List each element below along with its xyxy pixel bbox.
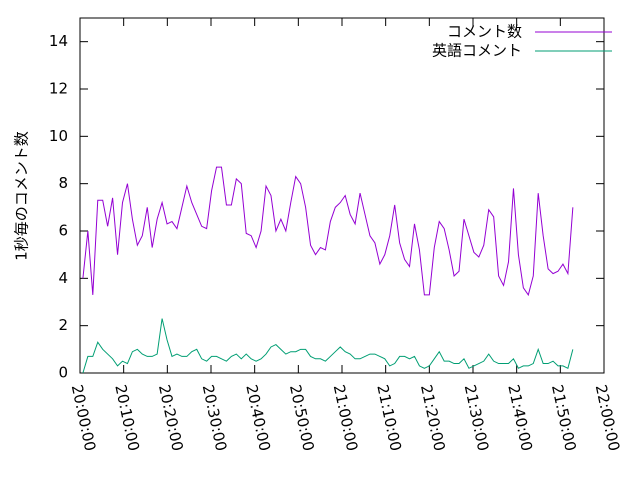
series-line xyxy=(82,318,574,374)
x-tick-label: 21:00:00 xyxy=(330,383,362,453)
x-tick-label: 21:20:00 xyxy=(417,383,449,453)
y-tick-label: 0 xyxy=(58,364,68,382)
y-tick-label: 2 xyxy=(58,316,68,334)
y-tick-label: 8 xyxy=(58,174,68,192)
x-tick-label: 22:00:00 xyxy=(592,383,624,453)
x-tick-label: 20:00:00 xyxy=(68,383,100,453)
y-axis-label: 1秒毎のコメント数 xyxy=(13,131,31,261)
x-tick-label: 20:20:00 xyxy=(155,383,187,453)
x-tick-label: 21:10:00 xyxy=(373,383,405,453)
x-tick-label: 20:30:00 xyxy=(199,383,231,453)
legend-label: 英語コメント xyxy=(432,42,522,60)
legend-label: コメント数 xyxy=(447,23,522,41)
plot-border xyxy=(79,17,605,374)
x-tick-label: 20:50:00 xyxy=(286,383,318,453)
y-tick-label: 6 xyxy=(58,222,68,240)
x-tick-label: 21:40:00 xyxy=(504,383,536,453)
y-tick-label: 14 xyxy=(49,32,68,50)
x-tick-label: 20:10:00 xyxy=(111,383,143,453)
y-tick-label: 12 xyxy=(49,80,68,98)
series-line xyxy=(82,166,574,297)
x-tick-label: 20:40:00 xyxy=(242,383,274,453)
y-tick-label: 10 xyxy=(49,127,68,145)
x-tick-label: 21:50:00 xyxy=(548,383,580,453)
y-tick-label: 4 xyxy=(58,269,68,287)
x-tick-label: 21:30:00 xyxy=(461,383,493,453)
